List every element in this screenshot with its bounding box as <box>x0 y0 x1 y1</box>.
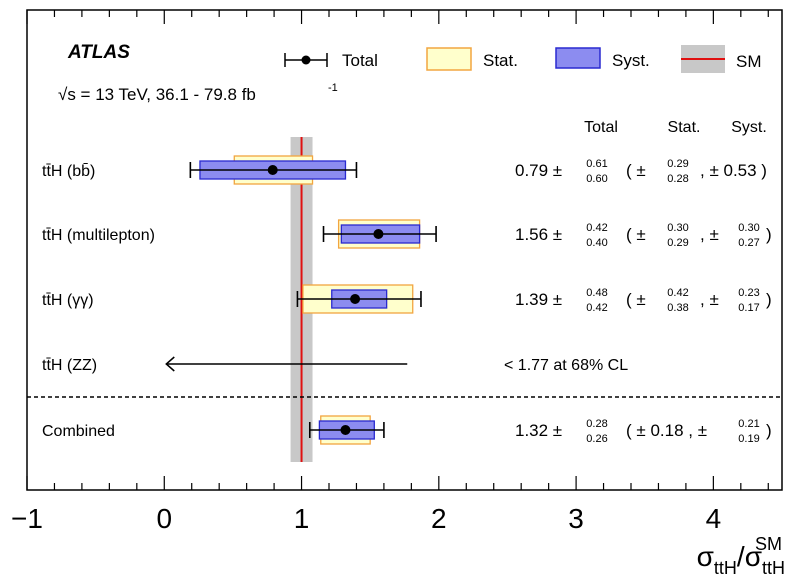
x-tick-label: 3 <box>568 503 584 534</box>
total-down-text: 0.60 <box>586 173 607 185</box>
x-tick-label: 0 <box>156 503 172 534</box>
channel-label: tt̄H (γγ) <box>42 292 94 309</box>
channel-label: tt̄H (bb̄) <box>42 163 95 180</box>
total-down-text: 0.42 <box>586 302 607 314</box>
syst-prefix-text: , ± <box>700 290 719 309</box>
legend-syst-swatch <box>555 47 601 69</box>
stat-down-text: 0.29 <box>667 237 688 249</box>
stat-open-text: ( ± <box>626 225 646 244</box>
x-axis-label: σttH/σttHSM <box>697 534 785 576</box>
total-down-text: 0.40 <box>586 237 607 249</box>
central-value-marker <box>340 425 351 435</box>
x-tick-label: 2 <box>431 503 447 534</box>
legend-syst-label: Syst. <box>612 51 650 70</box>
energy-sup: -1 <box>328 82 338 94</box>
total-up-text: 0.28 <box>586 418 607 430</box>
stat-open-text: ( ± 0.18 , ± <box>626 421 707 440</box>
experiment-label: ATLAS <box>67 42 130 63</box>
col-header-stat: Stat. <box>668 119 701 136</box>
syst-close-text: ) <box>766 290 772 309</box>
central-value-marker <box>267 165 278 175</box>
channel-label: Combined <box>42 423 115 440</box>
stat-down-text: 0.28 <box>667 173 688 185</box>
stat-up-text: 0.29 <box>667 158 688 170</box>
syst-up-text: 0.30 <box>738 222 759 234</box>
col-header-syst: Syst. <box>731 119 767 136</box>
syst-down-text: 0.17 <box>738 302 759 314</box>
legend-total-marker <box>301 55 311 65</box>
limit-text: < 1.77 at 68% CL <box>504 357 628 374</box>
syst-down-text: 0.19 <box>738 433 759 445</box>
stat-up-text: 0.30 <box>667 222 688 234</box>
x-tick-label: 1 <box>294 503 310 534</box>
total-up-text: 0.61 <box>586 158 607 170</box>
x-tick-label: −1 <box>11 503 43 534</box>
plot-frame <box>26 9 783 491</box>
syst-down-text: 0.27 <box>738 237 759 249</box>
central-value-marker <box>350 294 361 304</box>
legend-total-label: Total <box>342 51 378 70</box>
total-down-text: 0.26 <box>586 433 607 445</box>
channel-label: tt̄H (multilepton) <box>42 227 155 244</box>
syst-close-text: ) <box>766 225 772 244</box>
syst-prefix-text: , ± <box>700 225 719 244</box>
stat-open-text: ( ± <box>626 290 646 309</box>
x-axis-label-part: ttH <box>714 558 737 576</box>
legend-stat-label: Stat. <box>483 51 518 70</box>
channel-label: tt̄H (ZZ) <box>42 357 97 374</box>
x-tick-label: 4 <box>706 503 722 534</box>
col-header-total: Total <box>584 119 618 136</box>
value-text: 0.79 ± <box>515 161 562 180</box>
total-up-text: 0.48 <box>586 287 607 299</box>
legend-stat-swatch <box>426 47 472 71</box>
syst-prefix-text: , ± 0.53 ) <box>700 161 767 180</box>
syst-close-text: ) <box>766 421 772 440</box>
total-up-text: 0.42 <box>586 222 607 234</box>
limit-arrow <box>165 356 175 372</box>
syst-up-text: 0.21 <box>738 418 759 430</box>
value-text: 1.39 ± <box>515 290 562 309</box>
syst-up-text: 0.23 <box>738 287 759 299</box>
value-text: 1.32 ± <box>515 421 562 440</box>
x-axis-label-part: SM <box>755 534 782 554</box>
x-axis-label-part: σ <box>697 541 714 572</box>
stat-open-text: ( ± <box>626 161 646 180</box>
stat-up-text: 0.42 <box>667 287 688 299</box>
x-axis-label-part: ttH <box>762 558 785 576</box>
value-text: 1.56 ± <box>515 225 562 244</box>
energy-label: √s = 13 TeV, 36.1 - 79.8 fb <box>58 85 256 104</box>
stat-down-text: 0.38 <box>667 302 688 314</box>
central-value-marker <box>373 229 384 239</box>
x-axis-label-part: σ <box>745 541 762 572</box>
legend-sm-label: SM <box>736 52 762 71</box>
x-axis-label-part: / <box>737 541 745 572</box>
